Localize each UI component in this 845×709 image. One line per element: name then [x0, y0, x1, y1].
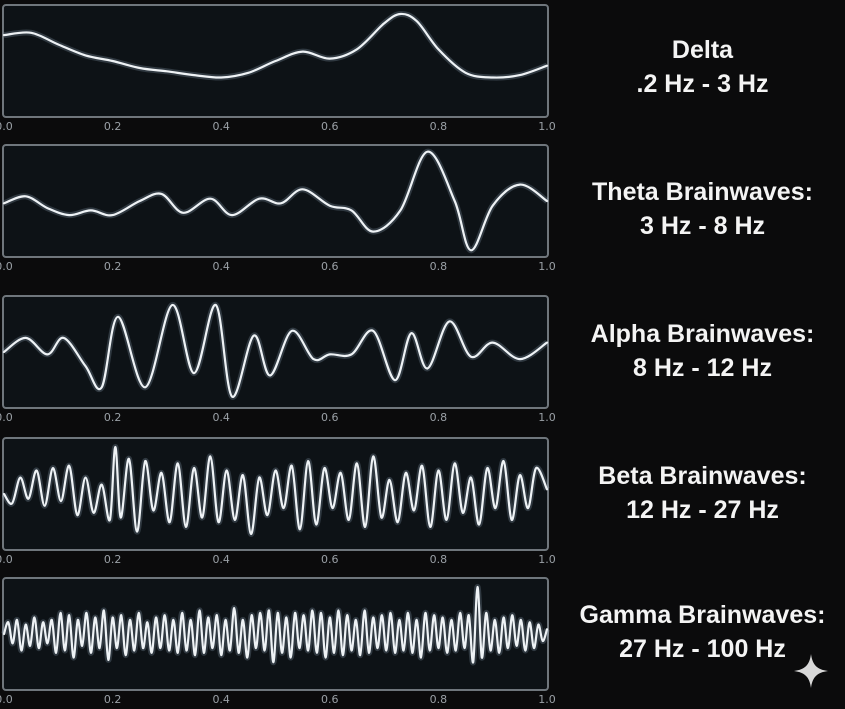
theta-x-tick-label: 0.8 — [430, 260, 448, 273]
gamma-x-tick-label: 0.0 — [0, 693, 13, 706]
delta-x-tick-label: 0.8 — [430, 120, 448, 133]
theta-x-tick-label: 0.2 — [104, 260, 122, 273]
alpha-x-tick-label: 0.8 — [430, 411, 448, 424]
beta-x-tick-label: 0.6 — [321, 553, 339, 566]
beta-x-tick-label: 0.8 — [430, 553, 448, 566]
beta-x-tick-label: 0.4 — [212, 553, 230, 566]
delta-panel: 0.0 0.2 0.4 0.6 0.8 1.0 — [0, 4, 556, 133]
beta-label: Beta Brainwaves: 12 Hz - 27 Hz — [560, 459, 845, 527]
delta-waveform — [2, 12, 549, 79]
sparkle-icon — [794, 654, 828, 688]
alpha-range: 8 Hz - 12 Hz — [633, 354, 772, 382]
beta-waveform — [2, 445, 549, 536]
gamma-title: Gamma Brainwaves: — [579, 601, 826, 629]
theta-range: 3 Hz - 8 Hz — [639, 212, 766, 240]
alpha-x-tick-label: 1.0 — [538, 411, 556, 424]
gamma-label: Gamma Brainwaves: 27 Hz - 100 Hz — [560, 598, 845, 666]
delta-x-tick-label: 0.0 — [0, 120, 13, 133]
beta-range: 12 Hz - 27 Hz — [626, 496, 779, 524]
theta-waveform — [2, 150, 549, 252]
delta-x-tick-label: 0.6 — [321, 120, 339, 133]
alpha-x-tick-label: 0.4 — [212, 411, 230, 424]
theta-title: Theta Brainwaves: — [592, 178, 813, 206]
alpha-x-tick-label: 0.0 — [0, 411, 13, 424]
alpha-panel: 0.0 0.2 0.4 0.6 0.8 1.0 — [0, 295, 556, 424]
delta-x-tick-label: 0.4 — [212, 120, 230, 133]
gamma-x-tick-label: 0.8 — [430, 693, 448, 706]
delta-x-tick-label: 1.0 — [538, 120, 556, 133]
gamma-panel: 0.0 0.2 0.4 0.6 0.8 1.0 — [0, 577, 556, 706]
alpha-x-tick-label: 0.2 — [104, 411, 122, 424]
alpha-waveform — [2, 303, 549, 398]
delta-range: .2 Hz - 3 Hz — [636, 70, 769, 98]
gamma-waveform — [2, 585, 549, 664]
theta-x-tick-label: 0.0 — [0, 260, 13, 273]
alpha-title: Alpha Brainwaves: — [590, 320, 815, 348]
theta-panel: 0.0 0.2 0.4 0.6 0.8 1.0 — [0, 144, 556, 273]
theta-x-tick-label: 0.4 — [212, 260, 230, 273]
beta-x-tick-label: 1.0 — [538, 553, 556, 566]
theta-x-tick-label: 0.6 — [321, 260, 339, 273]
theta-x-tick-label: 1.0 — [538, 260, 556, 273]
gamma-x-tick-label: 1.0 — [538, 693, 556, 706]
delta-x-tick-label: 0.2 — [104, 120, 122, 133]
gamma-x-tick-label: 0.4 — [212, 693, 230, 706]
alpha-x-tick-label: 0.6 — [321, 411, 339, 424]
beta-x-tick-label: 0.2 — [104, 553, 122, 566]
beta-x-tick-label: 0.0 — [0, 553, 13, 566]
delta-title: Delta — [671, 36, 734, 64]
alpha-label: Alpha Brainwaves: 8 Hz - 12 Hz — [560, 317, 845, 385]
beta-panel: 0.0 0.2 0.4 0.6 0.8 1.0 — [0, 437, 556, 566]
gamma-x-tick-label: 0.2 — [104, 693, 122, 706]
delta-label: Delta .2 Hz - 3 Hz — [560, 33, 845, 101]
theta-label: Theta Brainwaves: 3 Hz - 8 Hz — [560, 175, 845, 243]
gamma-x-tick-label: 0.6 — [321, 693, 339, 706]
beta-title: Beta Brainwaves: — [598, 462, 807, 490]
gamma-range: 27 Hz - 100 Hz — [619, 635, 786, 663]
